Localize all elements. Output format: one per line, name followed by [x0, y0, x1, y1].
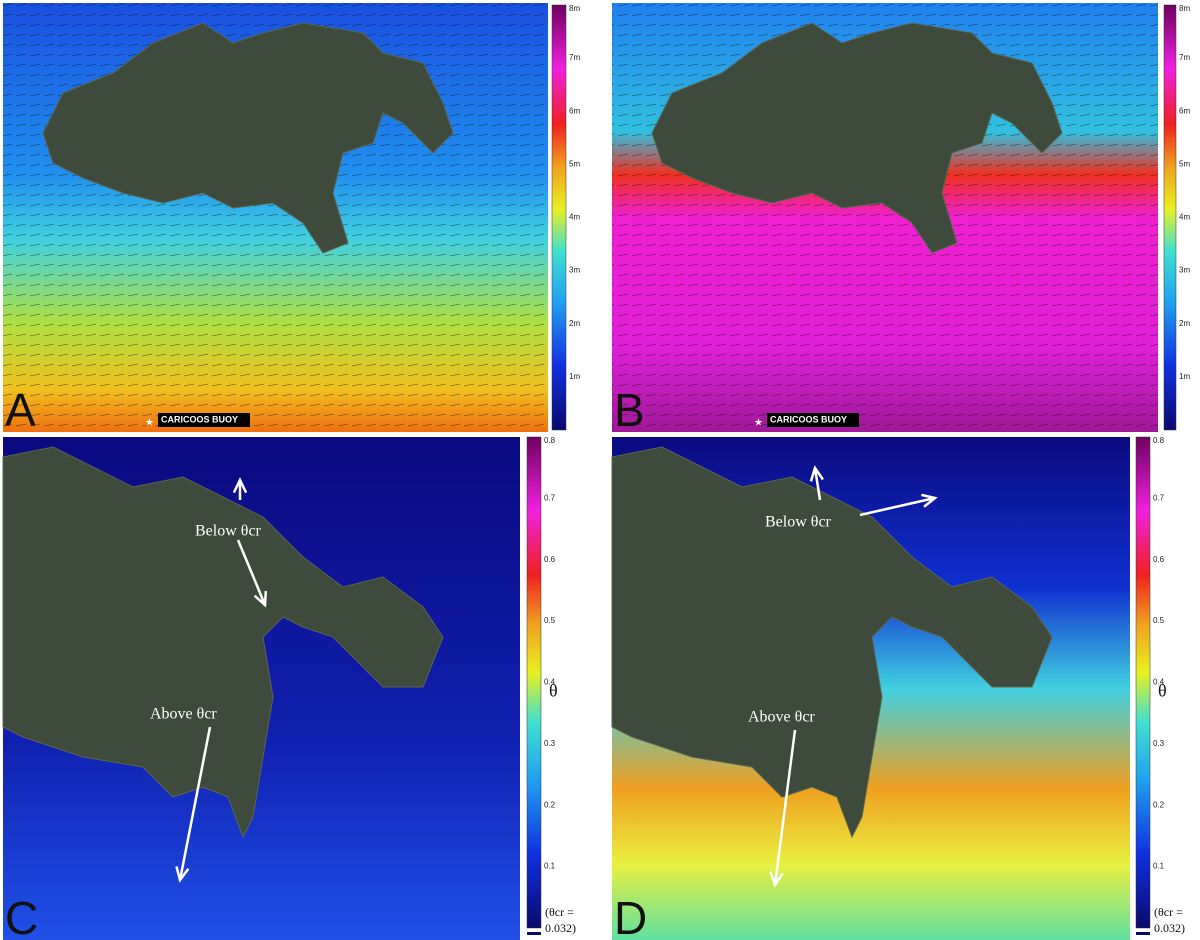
colorbar-tick-label: 0.2: [1153, 800, 1165, 809]
colorbar-tick-label: 0.4: [1153, 678, 1165, 687]
annotation-arrowhead: [921, 493, 938, 508]
colorbar-tick-label: 0.1: [544, 862, 556, 871]
annotation-arrow: [773, 729, 797, 886]
buoy-marker: ★: [145, 418, 154, 429]
colorbar-tick-label: 8m: [1179, 4, 1190, 13]
colorbar-title: θ: [549, 680, 558, 700]
colorbar-tick-label: 3m: [569, 266, 580, 275]
colorbar-tick-label: 4m: [569, 213, 580, 222]
colorbar-tick-label: 6m: [569, 106, 580, 115]
colorbar-tick-label: 1m: [569, 372, 580, 381]
colorbar-tick-label: 0.3: [544, 739, 556, 748]
colorbar-tick-label: 0.6: [544, 555, 556, 564]
annotation: Above θcr: [150, 706, 217, 723]
annotation-arrowhead: [809, 465, 824, 482]
buoy-label: CARICOOS BUOY: [770, 414, 847, 424]
annotation-arrow: [813, 467, 822, 501]
buoy-label-bg: [158, 413, 250, 427]
panel-label: D: [614, 892, 647, 940]
colorbar-tick-label: 5m: [569, 159, 580, 168]
threshold-note: (θcr =: [1154, 905, 1183, 919]
colorbar-tick-label: 1m: [1179, 372, 1190, 381]
threshold-note: (θcr =: [545, 905, 574, 919]
colorbar: [551, 4, 567, 431]
panel-label: B: [614, 384, 645, 436]
island: [2, 446, 444, 839]
map-panel: [2, 437, 520, 940]
annotation: Below θcr: [195, 523, 262, 540]
colorbar-tick-label: 0.8: [544, 436, 556, 445]
annotation-arrow: [859, 496, 936, 517]
annotation-arrow: [178, 726, 212, 881]
colorbar-tick-label: 0.7: [544, 493, 556, 502]
panel-label: A: [5, 384, 36, 436]
annotation-arrowhead: [769, 871, 784, 888]
island: [42, 22, 454, 254]
buoy-label-bg: [767, 413, 859, 427]
annotation: Above θcr: [748, 709, 815, 726]
map-panel: [612, 3, 1158, 432]
annotation-arrowhead: [232, 477, 248, 494]
colorbar-tick-label: 8m: [569, 4, 580, 13]
colorbar-tick-label: 0.4: [544, 678, 556, 687]
threshold-note: 0.032): [1154, 921, 1185, 935]
colorbar-tick-label: 3m: [1179, 266, 1190, 275]
colorbar-tick-label: 2m: [1179, 319, 1190, 328]
colorbar-tick-label: 0.6: [1153, 555, 1165, 564]
colorbar: [1163, 4, 1177, 431]
panel-label: C: [5, 892, 38, 940]
colorbar: [526, 436, 542, 929]
colorbar: [1135, 436, 1151, 929]
colorbar-tick-label: 0.5: [544, 616, 556, 625]
annotation-arrowhead: [253, 590, 268, 608]
annotation-arrow: [236, 539, 267, 606]
colorbar-tick-label: 7m: [569, 53, 580, 62]
colorbar-tick-label: 0.8: [1153, 436, 1165, 445]
colorbar-tick-label: 4m: [1179, 213, 1190, 222]
threshold-mark: [1136, 932, 1150, 935]
colorbar-tick-label: 0.2: [544, 800, 556, 809]
map-panel: [3, 3, 548, 432]
colorbar-tick-label: 0.5: [1153, 616, 1165, 625]
colorbar-tick-label: 0.1: [1153, 862, 1165, 871]
colorbar-tick-label: 0.7: [1153, 493, 1165, 502]
colorbar-tick-label: 7m: [1179, 53, 1190, 62]
island: [651, 22, 1063, 254]
map-panel: [611, 437, 1130, 940]
colorbar-tick-label: 5m: [1179, 159, 1190, 168]
threshold-note: 0.032): [545, 921, 576, 935]
island: [611, 446, 1053, 839]
colorbar-title: θ: [1158, 680, 1167, 700]
colorbar-tick-label: 2m: [569, 319, 580, 328]
threshold-mark: [527, 932, 541, 935]
colorbar-tick-label: 0.3: [1153, 739, 1165, 748]
buoy-label: CARICOOS BUOY: [161, 414, 238, 424]
annotation: Below θcr: [765, 514, 832, 531]
colorbar-tick-label: 6m: [1179, 106, 1190, 115]
buoy-marker: ★: [754, 418, 763, 429]
annotation-arrowhead: [175, 866, 190, 883]
